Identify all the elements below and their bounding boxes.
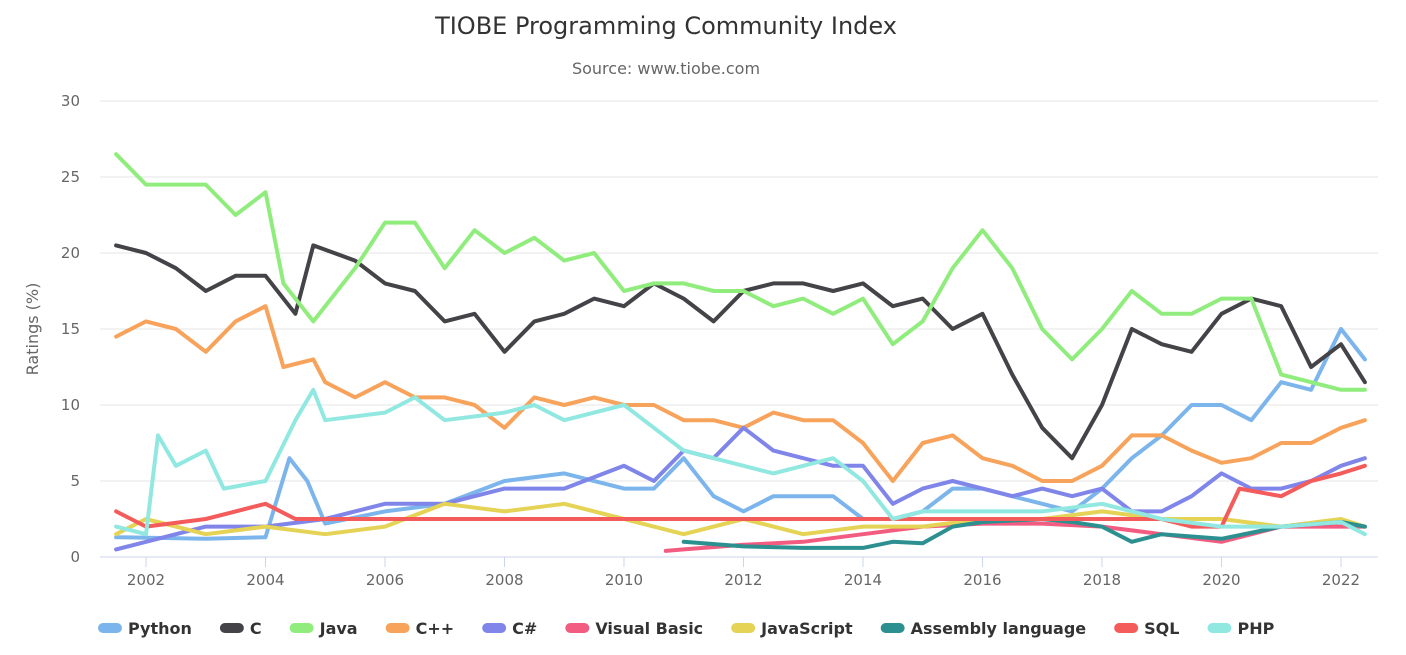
legend-item[interactable]: C++ (385, 619, 455, 638)
y-tick-label: 25 (61, 168, 80, 186)
y-tick-label: 0 (70, 548, 80, 566)
x-tick-label: 2002 (127, 571, 165, 589)
legend-item[interactable]: Java (289, 619, 358, 638)
y-tick-label: 10 (61, 396, 80, 414)
legend-item[interactable]: C (219, 619, 262, 638)
y-tick-label: 30 (61, 92, 80, 110)
y-axis-label: Ratings (%) (23, 283, 42, 376)
series-line-java (114, 152, 1367, 392)
legend-swatch (219, 623, 244, 633)
series-line-php (114, 387, 1367, 537)
x-tick-label: 2010 (605, 571, 643, 589)
legend-swatch (385, 623, 410, 633)
y-tick-label: 20 (61, 244, 80, 262)
legend-label: JavaScript (760, 619, 853, 638)
legend-swatch (880, 623, 905, 633)
legend-item[interactable]: PHP (1207, 619, 1275, 638)
legend-label: C++ (416, 619, 455, 638)
legend-swatch (98, 623, 122, 633)
x-tick-label: 2022 (1322, 571, 1360, 589)
legend-swatch (289, 623, 314, 633)
x-tick-label: 2008 (485, 571, 523, 589)
legend-swatch (565, 623, 590, 633)
y-tick-label: 15 (61, 320, 80, 338)
series-line-python (114, 327, 1367, 541)
legend-label: PHP (1237, 619, 1274, 638)
legend-swatch (1114, 623, 1139, 633)
chart-subtitle: Source: www.tiobe.com (572, 59, 760, 78)
legend-swatch (731, 623, 756, 633)
legend-label: C (250, 619, 262, 638)
legend-label: Visual Basic (595, 619, 703, 638)
x-tick-label: 2006 (366, 571, 404, 589)
x-tick-label: 2020 (1202, 571, 1240, 589)
series-line-c- (114, 425, 1367, 552)
x-tick-label: 2014 (844, 571, 882, 589)
legend-swatch (1207, 623, 1232, 633)
legend-label: Java (319, 619, 358, 638)
legend-item[interactable]: Python (98, 619, 192, 638)
chart-title: TIOBE Programming Community Index (434, 12, 897, 40)
x-tick-label: 2018 (1083, 571, 1121, 589)
legend-label: SQL (1144, 619, 1179, 638)
legend-item[interactable]: SQL (1114, 619, 1179, 638)
legend-label: Python (128, 619, 192, 638)
series-line-c- (114, 304, 1367, 483)
legend-item[interactable]: Assembly language (880, 619, 1087, 638)
legend-label: Assembly language (911, 619, 1087, 638)
legend-item[interactable]: C# (482, 619, 537, 638)
legend-item[interactable]: JavaScript (731, 619, 853, 638)
series-line-sql (114, 463, 1367, 529)
legend-item[interactable]: Visual Basic (565, 619, 703, 638)
x-tick-label: 2012 (724, 571, 762, 589)
x-tick-label: 2016 (963, 571, 1001, 589)
legend-swatch (482, 623, 507, 633)
y-tick-label: 5 (70, 472, 80, 490)
x-tick-label: 2004 (246, 571, 284, 589)
legend-label: C# (512, 619, 537, 638)
